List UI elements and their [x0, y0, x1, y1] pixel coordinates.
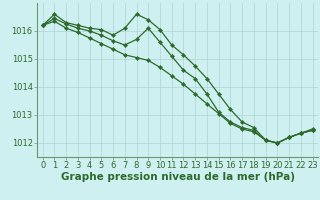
- X-axis label: Graphe pression niveau de la mer (hPa): Graphe pression niveau de la mer (hPa): [60, 172, 295, 182]
